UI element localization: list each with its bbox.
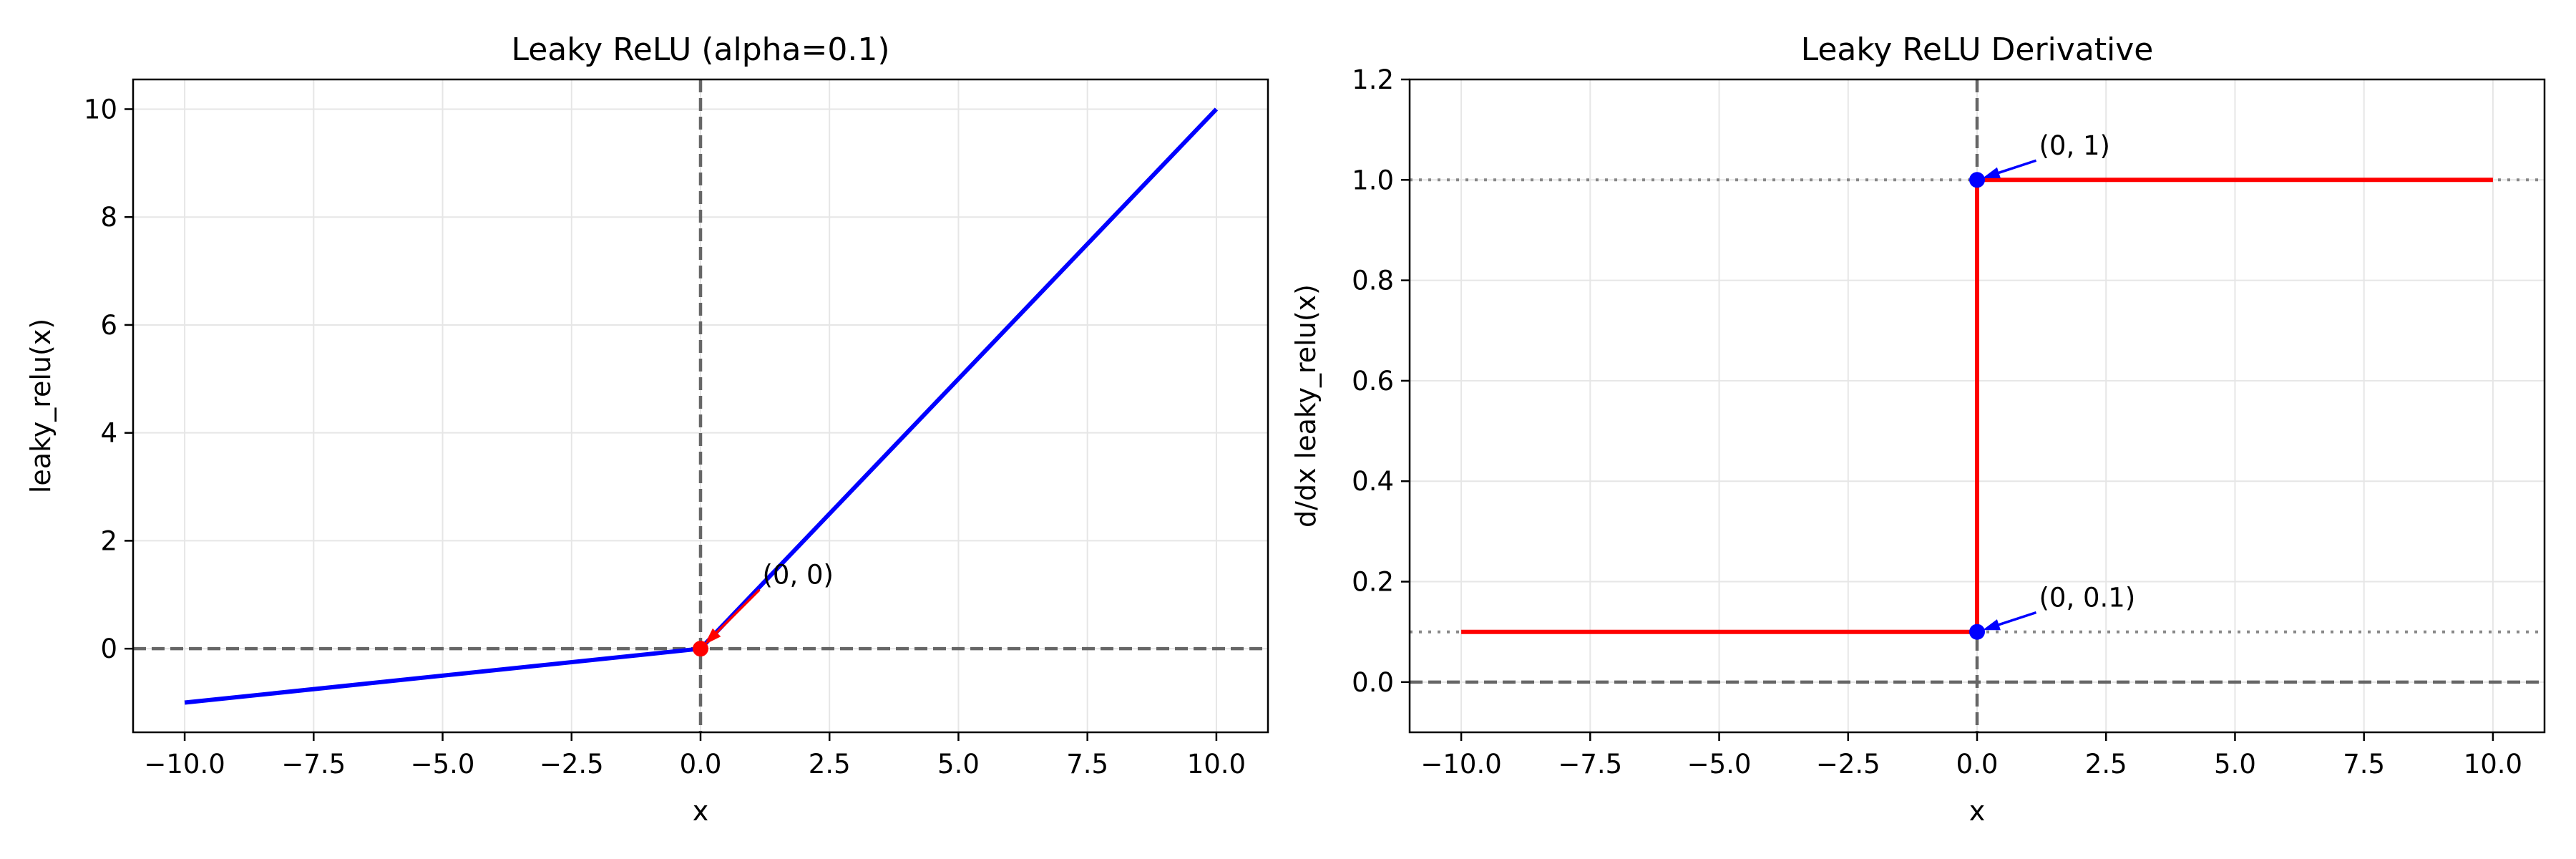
x-tick-label: −5.0 (411, 749, 475, 780)
x-tick-label: 7.5 (1066, 749, 1108, 780)
y-tick-label: 4 (100, 418, 117, 449)
y-tick-label: 0.4 (1352, 466, 1394, 497)
data-point (1969, 172, 1985, 188)
x-tick-label: −10.0 (144, 749, 225, 780)
annotation-arrowhead (704, 628, 721, 645)
data-point (1969, 623, 1985, 640)
data-point (693, 641, 708, 657)
x-tick-label: 5.0 (2214, 749, 2256, 780)
y-tick-label: 8 (100, 202, 117, 233)
x-tick-label: 10.0 (2464, 749, 2522, 780)
annotation-label: (0, 0.1) (2039, 583, 2136, 613)
x-tick-label: −7.5 (281, 749, 346, 780)
x-tick-label: −2.5 (540, 749, 604, 780)
x-tick-label: 0.0 (680, 749, 722, 780)
y-tick-label: 2 (100, 525, 117, 556)
chart-right: (0, 1) (0, 0.1) −10.0 −7.5 −5.0 −2.5 0.0 2.5 5.0… (1290, 31, 2546, 827)
y-tick-label: 0.6 (1352, 366, 1394, 397)
x-axis-label: x (693, 795, 709, 827)
y-tick-label: 0.8 (1352, 266, 1394, 296)
annotation-arrow (1994, 611, 2037, 628)
y-axis-label: leaky_relu(x) (25, 319, 57, 493)
annotation-label: (0, 1) (2039, 130, 2110, 161)
x-tick-label: −2.5 (1816, 749, 1880, 780)
y-tick-label: 6 (100, 310, 117, 341)
x-tick-label: −5.0 (1687, 749, 1752, 780)
series-line (1461, 178, 2493, 634)
x-tick-label: 2.5 (2085, 749, 2127, 780)
annotation-arrow (1994, 159, 2037, 175)
annotation-arrowhead (1982, 167, 2001, 178)
y-tick-label: 10 (84, 94, 117, 125)
annotation-arrow (713, 588, 761, 637)
x-tick-label: 5.0 (937, 749, 980, 780)
x-tick-label: −7.5 (1558, 749, 1622, 780)
y-axis-label: d/dx leaky_relu(x) (1290, 284, 1322, 528)
x-tick-label: −10.0 (1420, 749, 1501, 780)
y-tick-label: 1.2 (1352, 64, 1394, 95)
chart-title: Leaky ReLU (alpha=0.1) (511, 31, 889, 68)
x-tick-label: 10.0 (1187, 749, 1246, 780)
chart-left: (0, 0) −10.0 −7.5 −5.0 −2.5 0.0 2.5 5.0 7.5 10.0 0… (25, 31, 1269, 827)
annotation-arrowhead (1982, 619, 2001, 631)
y-tick-label: 0 (100, 634, 117, 664)
x-axis-label: x (1969, 795, 1986, 827)
x-tick-label: 0.0 (1956, 749, 1999, 780)
x-tick-label: 2.5 (809, 749, 851, 780)
x-tick-label: 7.5 (2343, 749, 2385, 780)
annotation-label: (0, 0) (763, 560, 834, 591)
y-tick-label: 0.0 (1352, 667, 1394, 698)
chart-title: Leaky ReLU Derivative (1801, 31, 2154, 68)
y-tick-label: 0.2 (1352, 567, 1394, 598)
y-tick-label: 1.0 (1352, 165, 1394, 195)
